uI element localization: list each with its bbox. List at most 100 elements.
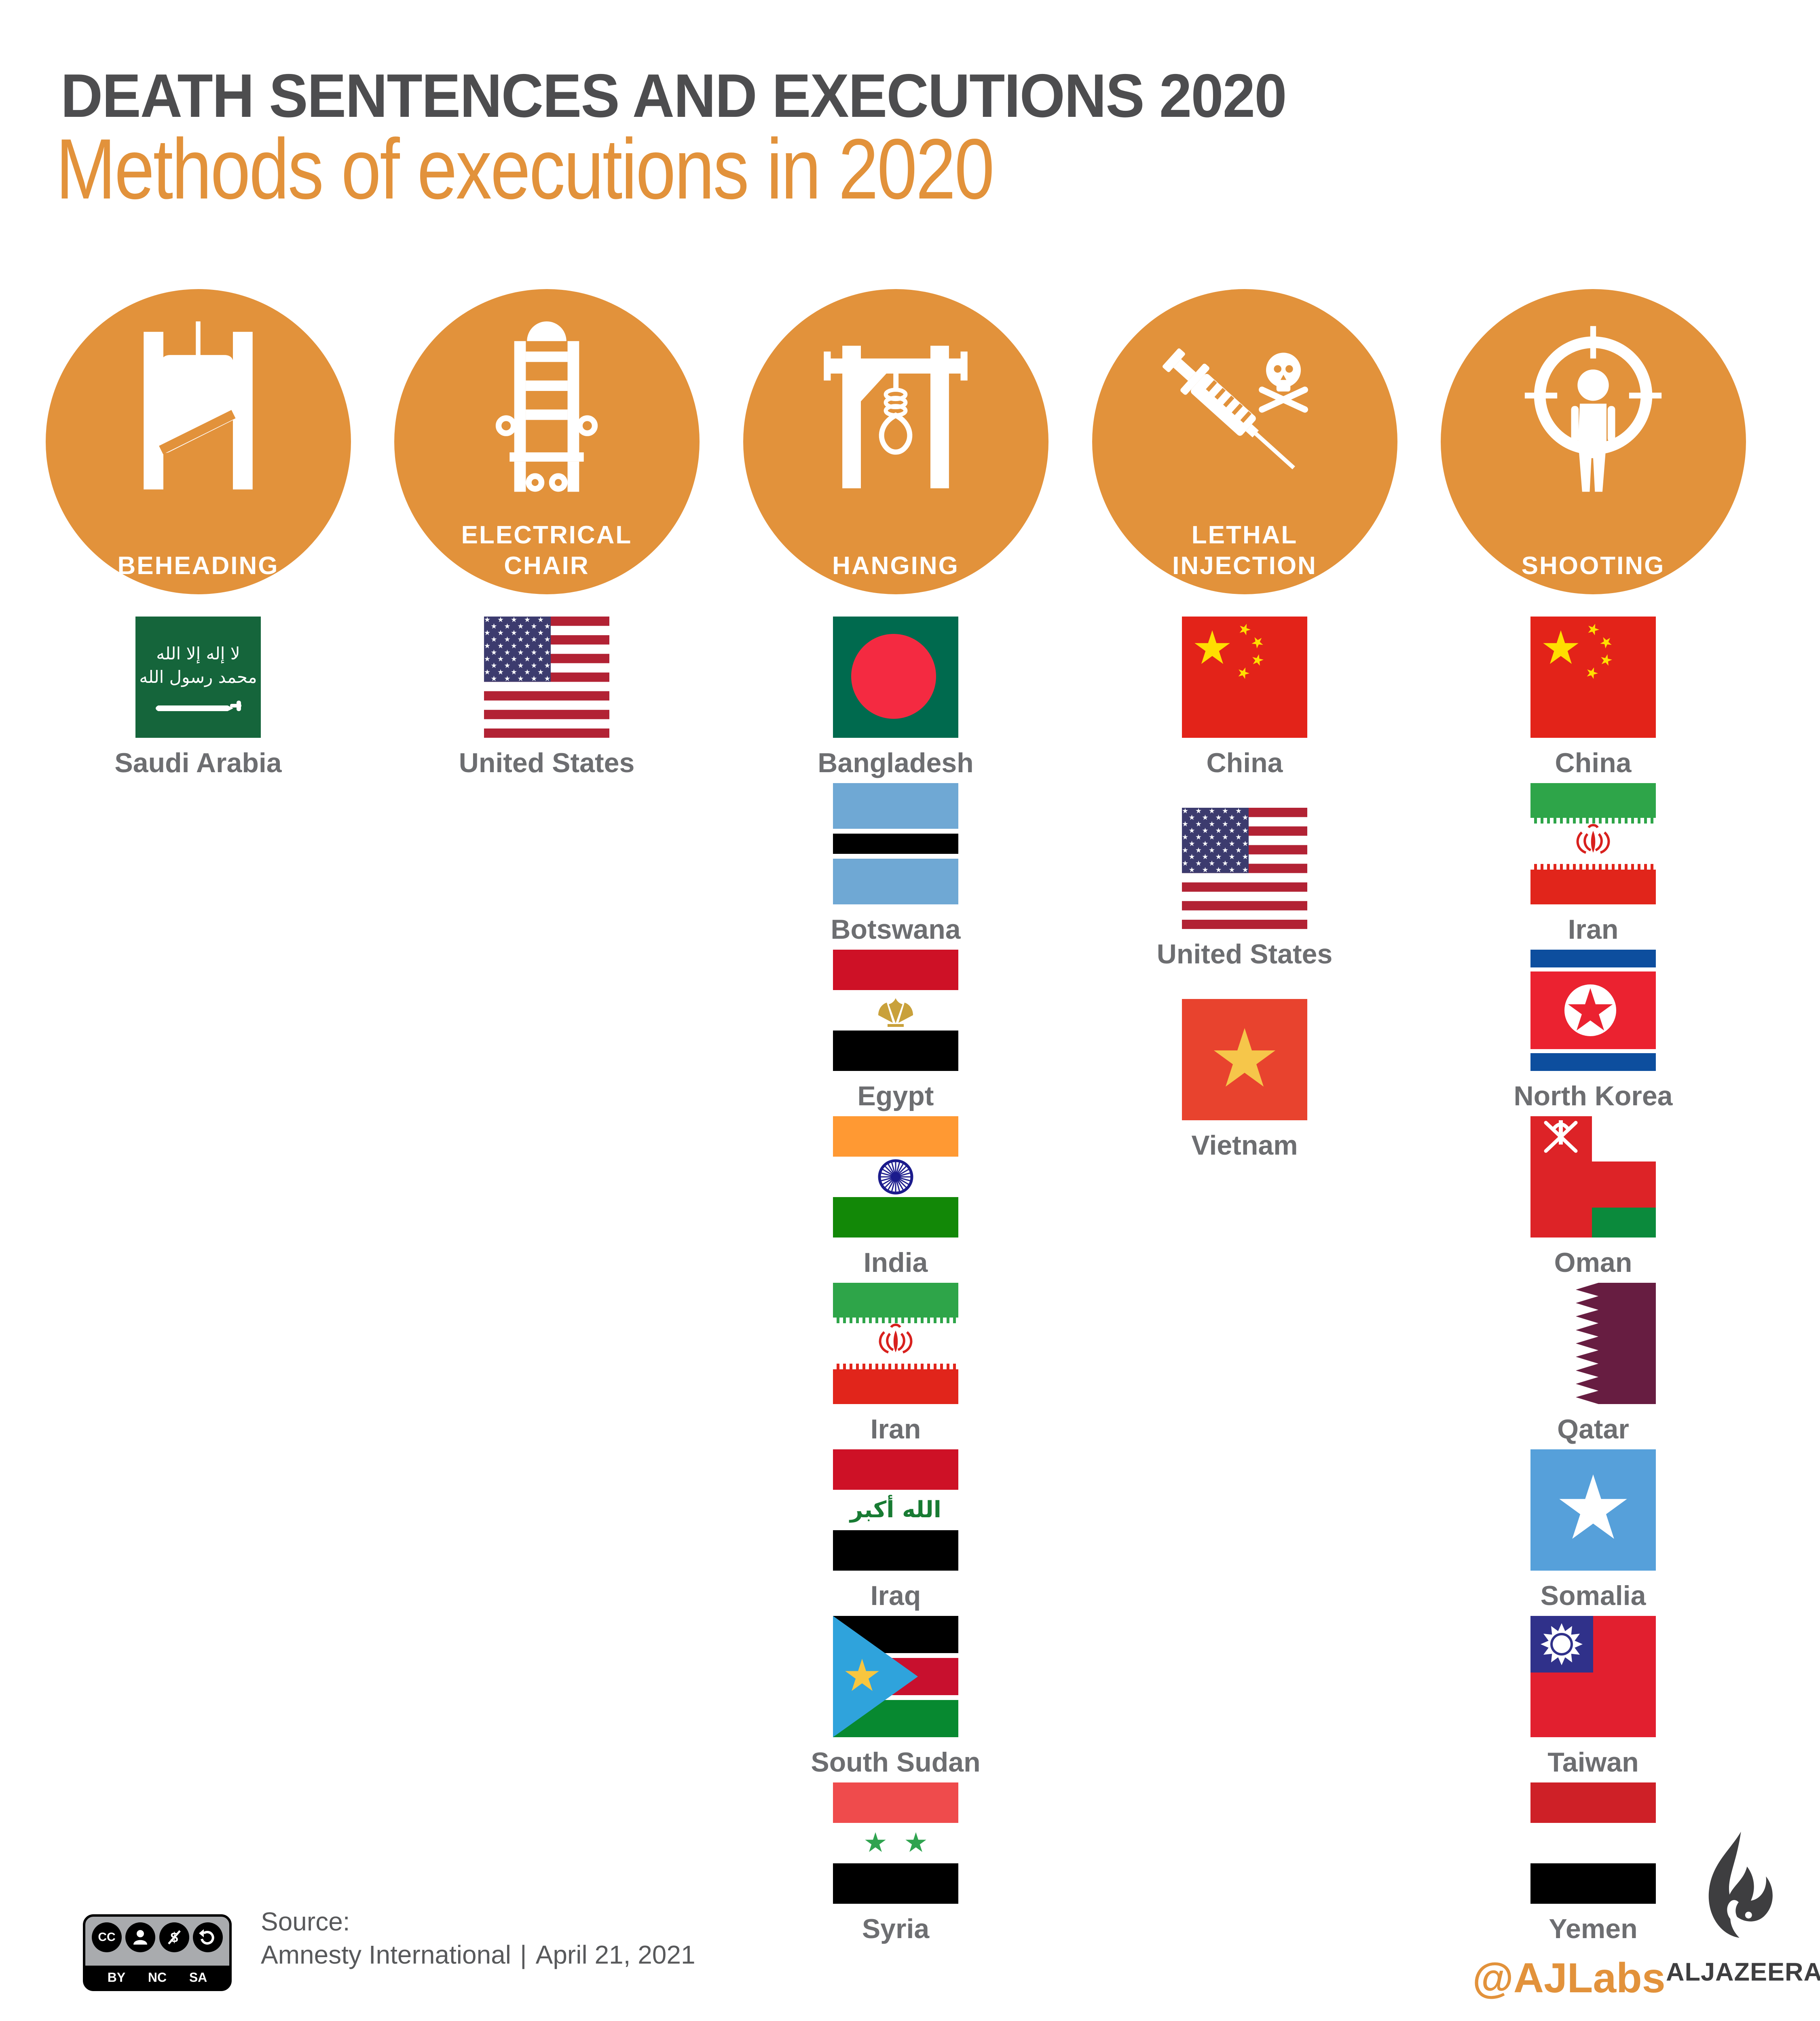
country-label: South Sudan: [811, 1747, 981, 1778]
country-entry: الله أكبر Iraq: [742, 1449, 1049, 1610]
method-label: SHOOTING: [1521, 552, 1665, 580]
gallows-noose-icon: [824, 346, 968, 488]
country-entry: North Korea: [1440, 950, 1747, 1111]
flag-syria: [833, 1782, 958, 1904]
flag-yemen: [1530, 1782, 1656, 1904]
country-label: China: [1206, 748, 1283, 778]
country-entry: China: [1091, 617, 1398, 777]
cc-icon-row: CC $: [85, 1917, 229, 1952]
person-silhouette: [1571, 369, 1615, 492]
flag-india: [833, 1116, 958, 1238]
method-column-shooting: SHOOTING China Iran: [1440, 289, 1747, 1943]
flag-saudi-arabia: لا إله إلا الله محمد رسول الله: [135, 617, 261, 738]
country-label: United States: [459, 748, 635, 778]
electric-chair-icon: [495, 321, 598, 492]
country-label: Yemen: [1549, 1913, 1638, 1944]
kicker: DEATH SENTENCES AND EXECUTIONS 2020: [61, 61, 1287, 130]
country-label: Iran: [1568, 914, 1619, 945]
source-name: Amnesty International: [261, 1940, 511, 1969]
method-column-lethal-injection: LETHAL INJECTION China United States Vie…: [1091, 289, 1398, 1160]
flag-china: [1530, 617, 1656, 738]
country-entry: India: [742, 1116, 1049, 1277]
cc-icon: CC: [92, 1922, 122, 1952]
country-label: Botswana: [831, 914, 961, 945]
method-label: BEHEADING: [117, 552, 279, 580]
crosshair-person-icon: [1524, 326, 1662, 492]
flag-oman: [1530, 1116, 1656, 1238]
country-label: Egypt: [857, 1081, 934, 1111]
oman-emblem: [1544, 1120, 1578, 1153]
method-badge-shooting: SHOOTING: [1440, 289, 1746, 594]
shahada-line2: محمد رسول الله: [139, 667, 257, 687]
flag-north-korea: [1530, 950, 1656, 1071]
aljazeera-logo-icon: [1708, 1831, 1773, 1938]
country-entry: Taiwan: [1440, 1616, 1747, 1777]
country-label: Iran: [870, 1414, 921, 1444]
white-sun: [1541, 1623, 1583, 1665]
country-entry: United States: [393, 617, 700, 777]
country-label: North Korea: [1513, 1081, 1673, 1111]
country-entry: Somalia: [1440, 1449, 1747, 1610]
source-separator: |: [520, 1940, 527, 1969]
cc-term-by: BY: [107, 1970, 126, 1985]
country-label: India: [863, 1247, 928, 1278]
method-column-electrical-chair: ELECTRICAL CHAIR United States: [393, 289, 700, 777]
country-label: Oman: [1554, 1247, 1632, 1278]
attribution-icon: [125, 1922, 156, 1952]
country-entry: Iran: [742, 1283, 1049, 1444]
guillotine-icon: [144, 321, 253, 490]
flag-south-sudan: [833, 1616, 958, 1737]
flag-botswana: [833, 783, 958, 904]
country-entry: Bangladesh: [742, 617, 1049, 777]
takbir-script: الله أكبر: [849, 1495, 941, 1523]
country-label: China: [1555, 748, 1632, 778]
skull-crossbones: [1259, 353, 1308, 413]
country-label: Iraq: [870, 1580, 921, 1611]
flag-united-states: [1182, 808, 1307, 929]
eagle-of-saladin: [878, 998, 913, 1027]
flag-iran: [1530, 783, 1656, 904]
flag-egypt: [833, 950, 958, 1071]
country-entry: Iran: [1440, 783, 1747, 944]
country-entry: Qatar: [1440, 1283, 1747, 1444]
flag-china: [1182, 617, 1307, 738]
country-entry: South Sudan: [742, 1616, 1049, 1777]
country-label: Syria: [862, 1913, 930, 1944]
shahada-line1: لا إله إلا الله: [156, 644, 240, 664]
source-line: Amnesty International | April 21, 2021: [261, 1938, 695, 1971]
country-entry: United States: [1091, 808, 1398, 969]
source-date: April 21, 2021: [535, 1940, 695, 1969]
method-badge-beheading: BEHEADING: [45, 289, 351, 594]
cc-term-nc: NC: [148, 1970, 167, 1985]
method-badge-electrical-chair: ELECTRICAL CHAIR: [394, 289, 700, 594]
page-title: Methods of executions in 2020: [56, 121, 994, 217]
syringe-skull-icon: [1163, 348, 1308, 469]
method-column-hanging: HANGING Bangladesh Botswana: [742, 289, 1049, 1943]
method-label: LETHAL INJECTION: [1172, 521, 1317, 580]
country-label: Somalia: [1540, 1580, 1646, 1611]
country-label: Qatar: [1557, 1414, 1629, 1444]
ajlabs-handle: @AJLabs: [1472, 1955, 1666, 2002]
source-label: Source:: [261, 1907, 350, 1936]
country-entry: Botswana: [742, 783, 1049, 944]
method-badge-lethal-injection: LETHAL INJECTION: [1092, 289, 1397, 594]
method-label: ELECTRICAL CHAIR: [461, 521, 632, 580]
country-entry: China: [1440, 617, 1747, 777]
country-entry: Egypt: [742, 950, 1049, 1111]
cc-term-sa: SA: [189, 1970, 207, 1985]
method-label: HANGING: [832, 552, 959, 580]
country-label: Vietnam: [1191, 1130, 1298, 1161]
method-column-beheading: BEHEADING لا إله إلا الله محمد رسول الله…: [44, 289, 352, 777]
country-entry: لا إله إلا الله محمد رسول الله Saudi Ara…: [44, 617, 352, 777]
share-alike-icon: [192, 1922, 223, 1952]
source-note: Source: Amnesty International | April 21, …: [261, 1905, 695, 1971]
country-label: Bangladesh: [818, 748, 974, 778]
country-entry: Syria: [742, 1782, 1049, 1943]
country-entry: Vietnam: [1091, 999, 1398, 1160]
country-entry: Yemen: [1440, 1782, 1747, 1943]
flag-bangladesh: [833, 617, 958, 738]
flag-united-states: [484, 617, 609, 738]
flag-qatar: [1530, 1283, 1656, 1404]
cc-license-badge: CC $ BY NC SA: [83, 1914, 232, 1991]
